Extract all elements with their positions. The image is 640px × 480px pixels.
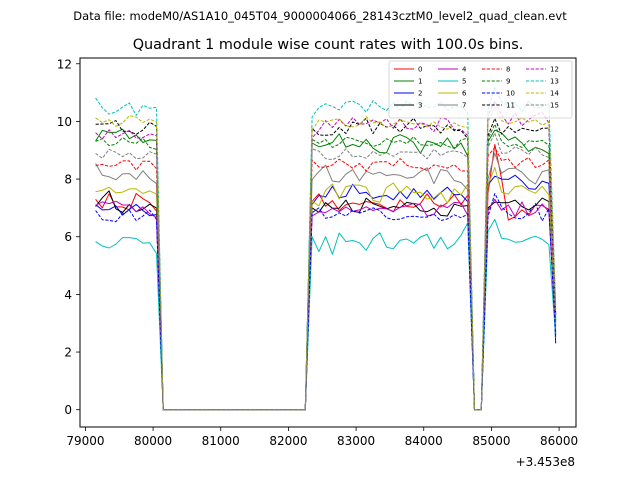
x-offset-label: +3.453e8 bbox=[516, 455, 575, 469]
legend-label-8: 8 bbox=[506, 66, 510, 74]
y-tick-label: 4 bbox=[64, 288, 72, 302]
x-tick-label: 79000 bbox=[66, 434, 104, 448]
x-tick-label: 86000 bbox=[540, 434, 578, 448]
x-tick-label: 85000 bbox=[472, 434, 510, 448]
x-tick-label: 80000 bbox=[134, 434, 172, 448]
legend-label-1: 1 bbox=[418, 78, 422, 86]
plot-frame bbox=[79, 57, 577, 428]
x-tick-label: 84000 bbox=[405, 434, 443, 448]
legend-label-13: 13 bbox=[550, 78, 559, 86]
file-suptitle: Data file: modeM0/AS1A10_045T04_90000040… bbox=[73, 9, 567, 23]
y-tick-label: 12 bbox=[57, 57, 72, 71]
x-axis: 79000 80000 81000 82000 83000 84000 85000 86000 bbox=[66, 427, 578, 448]
series-line-15 bbox=[95, 132, 557, 411]
legend-label-2: 2 bbox=[418, 90, 422, 98]
legend-label-10: 10 bbox=[506, 90, 515, 98]
y-tick-label: 2 bbox=[64, 346, 72, 360]
x-tick-label: 81000 bbox=[202, 434, 240, 448]
legend-label-4: 4 bbox=[462, 66, 467, 74]
x-tick-label: 83000 bbox=[337, 434, 375, 448]
legend-label-14: 14 bbox=[550, 90, 559, 98]
legend-label-7: 7 bbox=[462, 102, 466, 110]
legend-label-3: 3 bbox=[418, 102, 422, 110]
legend-frame bbox=[388, 60, 573, 119]
legend-label-5: 5 bbox=[462, 78, 466, 86]
y-axis: 0 2 4 6 8 10 12 bbox=[57, 57, 80, 417]
legend-label-0: 0 bbox=[418, 66, 422, 74]
legend-label-11: 11 bbox=[506, 102, 515, 110]
legend-label-15: 15 bbox=[550, 102, 559, 110]
series-layer bbox=[95, 86, 557, 411]
y-tick-label: 8 bbox=[64, 173, 72, 187]
legend-label-9: 9 bbox=[506, 78, 510, 86]
y-tick-label: 0 bbox=[64, 403, 72, 417]
y-tick-label: 10 bbox=[57, 115, 72, 129]
chart-title: Quadrant 1 module wise count rates with … bbox=[133, 37, 524, 53]
y-tick-label: 6 bbox=[64, 230, 72, 244]
x-tick-label: 82000 bbox=[269, 434, 307, 448]
legend-label-12: 12 bbox=[550, 66, 559, 74]
legend-label-6: 6 bbox=[462, 90, 467, 98]
